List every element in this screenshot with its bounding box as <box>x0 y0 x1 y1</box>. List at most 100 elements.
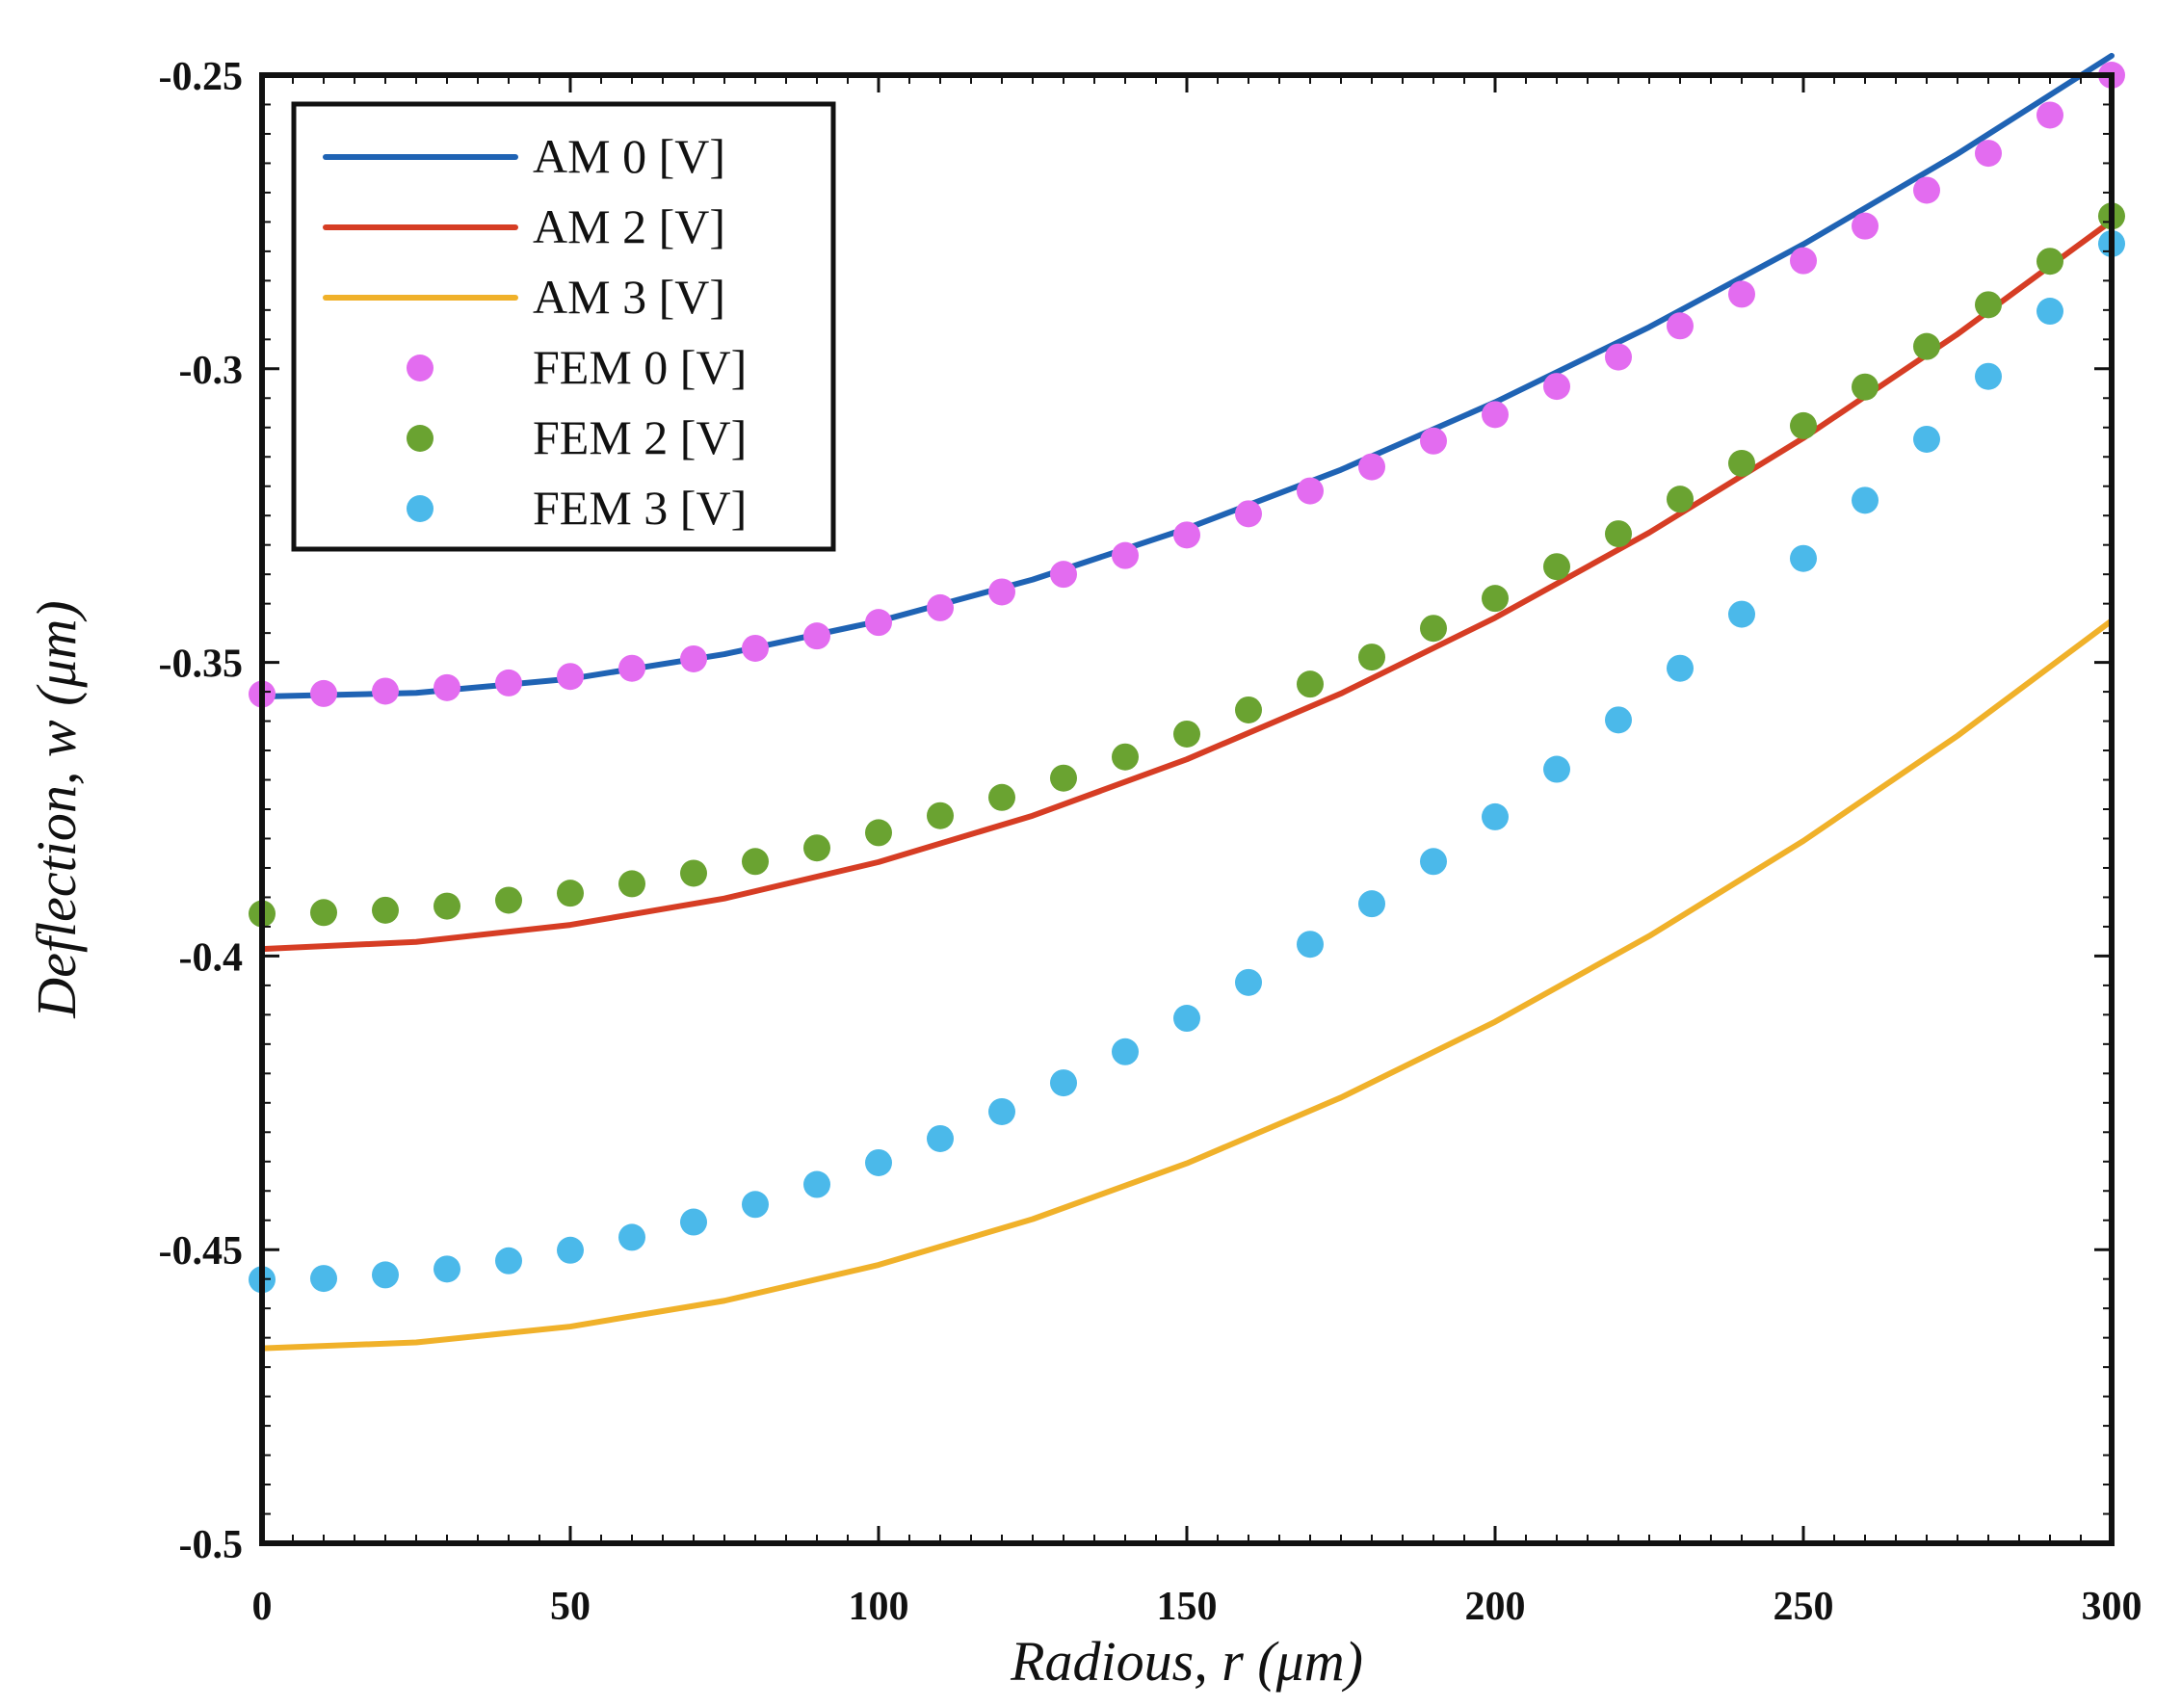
legend-box <box>291 101 836 552</box>
data-point-fem-2-v <box>927 801 954 829</box>
y-tick-label: -0.3 <box>179 349 244 393</box>
data-point-fem-2-v <box>1420 615 1447 643</box>
data-point-fem-3-v <box>1112 1038 1139 1065</box>
data-point-fem-0-v <box>803 622 830 650</box>
data-point-fem-2-v <box>803 834 830 862</box>
data-point-fem-2-v <box>742 848 769 876</box>
data-point-fem-2-v <box>557 880 584 907</box>
data-point-fem-2-v <box>618 870 645 898</box>
data-point-fem-0-v <box>1790 247 1817 275</box>
data-point-fem-0-v <box>927 593 954 621</box>
y-tick-label: -0.5 <box>179 1523 244 1567</box>
data-point-fem-0-v <box>1543 373 1570 401</box>
data-point-fem-2-v <box>1173 720 1200 748</box>
data-point-fem-2-v <box>1112 743 1139 771</box>
data-point-fem-3-v <box>2036 298 2063 326</box>
y-tick-label: -0.35 <box>159 643 244 687</box>
data-point-fem-3-v <box>495 1247 522 1274</box>
data-point-fem-0-v <box>557 663 584 691</box>
data-point-fem-3-v <box>1605 706 1632 734</box>
data-point-fem-2-v <box>1235 696 1262 723</box>
data-point-fem-3-v <box>803 1170 830 1198</box>
y-tick-label: -0.25 <box>159 55 244 99</box>
data-point-fem-0-v <box>1482 401 1509 429</box>
legend-swatch-fem-3-v <box>407 495 434 522</box>
data-point-fem-3-v <box>865 1148 892 1176</box>
legend-label-am-0-v: AM 0 [V] <box>533 129 725 183</box>
data-point-fem-3-v <box>557 1236 584 1264</box>
data-point-fem-3-v <box>1667 654 1694 682</box>
data-point-fem-3-v <box>1358 890 1385 918</box>
data-point-fem-2-v <box>1297 670 1324 698</box>
x-tick-label: 50 <box>550 1585 591 1629</box>
data-point-fem-0-v <box>618 654 645 682</box>
data-point-fem-2-v <box>434 892 460 920</box>
data-point-fem-3-v <box>1297 931 1324 959</box>
data-point-fem-2-v <box>2036 248 2063 276</box>
data-point-fem-3-v <box>1173 1005 1200 1033</box>
data-point-fem-0-v <box>742 634 769 662</box>
data-point-fem-2-v <box>680 859 707 887</box>
data-point-fem-0-v <box>1728 280 1755 308</box>
series-line-am-3-v <box>259 618 2115 1352</box>
data-point-fem-2-v <box>1667 486 1694 513</box>
x-tick-label: 200 <box>1465 1585 1526 1629</box>
data-point-fem-0-v <box>495 669 522 696</box>
x-tick-label: 150 <box>1157 1585 1218 1629</box>
data-point-fem-0-v <box>1975 140 2002 168</box>
data-point-fem-0-v <box>988 578 1015 606</box>
legend-label-fem-3-v: FEM 3 [V] <box>533 481 747 535</box>
x-axis-label: Radious, r (μm) <box>1010 1630 1363 1693</box>
data-point-fem-0-v <box>1235 500 1262 528</box>
data-point-fem-2-v <box>1728 449 1755 477</box>
data-point-fem-0-v <box>680 644 707 672</box>
data-point-fem-3-v <box>1913 425 1940 453</box>
data-point-fem-3-v <box>310 1265 337 1293</box>
legend-swatch-fem-0-v <box>407 355 434 381</box>
data-point-fem-3-v <box>1728 600 1755 628</box>
tick-layer: 0 50 100 150 200 250 300 -0.25 -0.3 -0.35 -0.4 -0.4… <box>159 55 2142 1629</box>
legend-label-am-3-v: AM 3 [V] <box>533 270 725 324</box>
data-point-fem-2-v <box>372 896 399 924</box>
data-point-fem-3-v <box>1482 802 1509 830</box>
data-point-fem-3-v <box>1790 544 1817 572</box>
data-point-fem-0-v <box>1420 427 1447 455</box>
data-point-fem-0-v <box>434 673 460 701</box>
y-tick-label: -0.4 <box>179 935 244 980</box>
data-point-fem-3-v <box>1235 968 1262 996</box>
legend: AM 0 [V] AM 2 [V] AM 3 [V] FEM 0 [V] FEM 2 [… <box>291 101 836 552</box>
data-point-fem-2-v <box>865 819 892 847</box>
data-point-fem-3-v <box>742 1191 769 1219</box>
data-point-fem-2-v <box>1975 291 2002 319</box>
data-point-fem-0-v <box>1913 176 1940 204</box>
data-point-fem-3-v <box>1420 848 1447 876</box>
data-point-fem-3-v <box>1852 486 1879 514</box>
data-point-fem-0-v <box>865 609 892 637</box>
legend-swatch-fem-2-v <box>407 425 434 452</box>
data-point-fem-2-v <box>1852 373 1879 401</box>
data-point-fem-3-v <box>680 1208 707 1236</box>
data-point-fem-2-v <box>1605 520 1632 548</box>
data-point-fem-0-v <box>2036 101 2063 129</box>
data-point-fem-0-v <box>1112 541 1139 569</box>
data-point-fem-0-v <box>1667 312 1694 340</box>
legend-label-am-2-v: AM 2 [V] <box>533 199 725 253</box>
data-point-fem-3-v <box>434 1255 460 1283</box>
data-point-fem-2-v <box>495 886 522 914</box>
legend-label-fem-2-v: FEM 2 [V] <box>533 410 747 464</box>
data-point-fem-3-v <box>927 1124 954 1152</box>
data-point-fem-3-v <box>1543 755 1570 783</box>
data-point-fem-2-v <box>1358 644 1385 671</box>
data-point-fem-3-v <box>1050 1069 1077 1097</box>
data-point-fem-3-v <box>988 1097 1015 1125</box>
data-point-fem-0-v <box>1297 477 1324 505</box>
x-tick-label: 0 <box>252 1585 273 1629</box>
x-tick-label: 250 <box>1774 1585 1834 1629</box>
data-point-fem-0-v <box>1358 453 1385 481</box>
x-tick-label: 300 <box>2082 1585 2142 1629</box>
data-point-fem-3-v <box>372 1261 399 1289</box>
x-tick-label: 100 <box>849 1585 909 1629</box>
data-point-fem-2-v <box>988 783 1015 811</box>
